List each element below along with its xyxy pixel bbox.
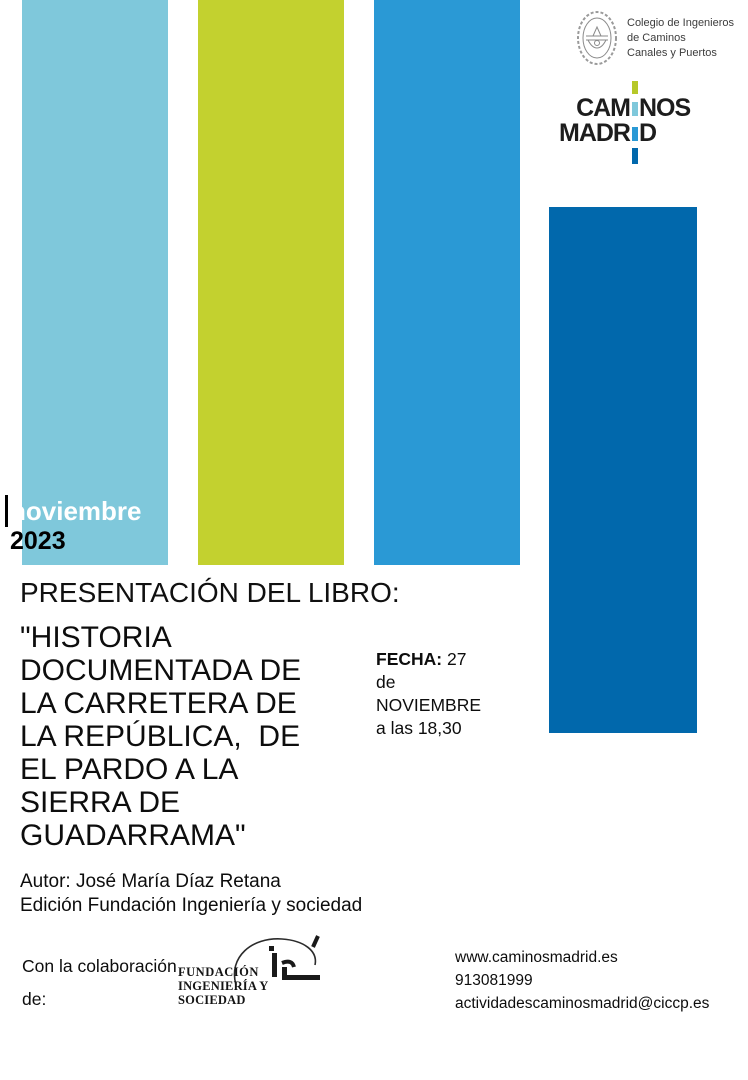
stripe-medium-blue (374, 0, 520, 565)
college-name-line: Colegio de Ingenieros (627, 16, 735, 29)
stripe-light-blue (22, 0, 168, 565)
college-name: Colegio de Ingenieros de Caminos Canales… (627, 16, 734, 61)
logo-word-madr: MADR (559, 119, 631, 147)
date-flag: noviembre 2023 (5, 495, 142, 555)
event-date: FECHA: 27 de NOVIEMBRE a las 18,30 (376, 648, 481, 740)
logo-tick-darkblue-icon (631, 148, 638, 164)
college-name-line: de Caminos (627, 31, 686, 44)
stripe-dark-blue (549, 207, 697, 733)
book-title-line: EL PARDO A LA (20, 753, 239, 786)
logo-word-cam: CAM (576, 94, 631, 122)
edition-line: Edición Fundación Ingeniería y sociedad (20, 895, 363, 916)
contact-phone: 913081999 (455, 972, 533, 989)
contact-website: www.caminosmadrid.es (455, 949, 618, 966)
fundacion-logo: FUNDACIÓN INGENIERÍA Y SOCIEDAD (174, 933, 326, 1009)
logo-tick-lightblue-icon (631, 101, 638, 116)
month-label: noviembre (10, 496, 142, 526)
author-block: Autor: José María Díaz Retana Edición Fu… (20, 870, 362, 918)
book-title-line: LA REPÚBLICA, DE (20, 720, 301, 753)
date-time: a las 18,30 (376, 718, 462, 738)
fundacion-name-line2: INGENIERÍA Y SOCIEDAD (178, 979, 269, 1007)
author-line: Autor: José María Díaz Retana (20, 871, 281, 892)
book-title-line: "HISTORIA (20, 621, 172, 654)
stripe-green (198, 0, 344, 565)
book-title-line: DOCUMENTADA DE (20, 654, 302, 687)
college-emblem-icon (577, 11, 617, 65)
book-title: "HISTORIA DOCUMENTADA DE LA CARRETERA DE… (20, 621, 301, 852)
logo-tick-green-icon (631, 80, 638, 94)
caret-line (5, 495, 8, 527)
presentation-heading: PRESENTACIÓN DEL LIBRO: (20, 577, 400, 608)
fundacion-name-line1: FUNDACIÓN (178, 965, 259, 979)
book-title-line: GUADARRAMA" (20, 819, 246, 852)
date-label: FECHA: (376, 649, 443, 669)
contact-block: www.caminosmadrid.es 913081999 actividad… (455, 946, 709, 1015)
date-month: NOVIEMBRE (376, 695, 482, 715)
date-day: 27 (446, 649, 467, 669)
logo-word-nos: NOS (639, 94, 691, 122)
contact-email: actividadescaminosmadrid@ciccp.es (455, 995, 710, 1012)
college-logo: Colegio de Ingenieros de Caminos Canales… (576, 10, 734, 66)
book-title-line: LA CARRETERA DE (20, 687, 297, 720)
fundacion-name: FUNDACIÓN INGENIERÍA Y SOCIEDAD (178, 965, 326, 1008)
college-name-line: Canales y Puertos (627, 46, 717, 59)
year-label: 2023 (10, 527, 66, 555)
fundacion-is-mark-icon (233, 935, 320, 986)
book-title-line: SIERRA DE (20, 786, 181, 819)
logo-word-d: D (639, 119, 657, 147)
collaboration-label: Con la colaboración de: (22, 956, 177, 1009)
date-line: de (376, 672, 396, 692)
caminos-madrid-logo: CAM NOS MADR D (556, 80, 691, 166)
logo-tick-mediumblue-icon (631, 126, 638, 141)
